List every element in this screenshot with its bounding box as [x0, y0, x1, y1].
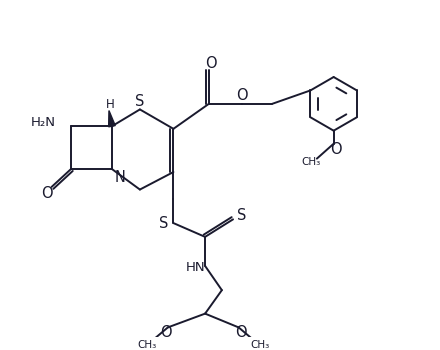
Text: O: O	[237, 88, 248, 103]
Text: S: S	[237, 208, 247, 223]
Text: N: N	[115, 170, 125, 185]
Text: H: H	[106, 98, 115, 111]
Text: S: S	[159, 216, 169, 231]
Text: HN: HN	[186, 261, 205, 274]
Text: O: O	[330, 142, 341, 157]
Text: CH₃: CH₃	[302, 156, 321, 167]
Text: O: O	[235, 326, 246, 341]
Text: CH₃: CH₃	[250, 340, 269, 350]
Text: O: O	[41, 186, 53, 201]
Text: H₂N: H₂N	[30, 116, 55, 129]
Text: S: S	[135, 94, 145, 109]
Text: CH₃: CH₃	[137, 340, 156, 350]
Text: O: O	[205, 56, 216, 71]
Text: O: O	[160, 326, 172, 341]
Polygon shape	[109, 111, 115, 127]
